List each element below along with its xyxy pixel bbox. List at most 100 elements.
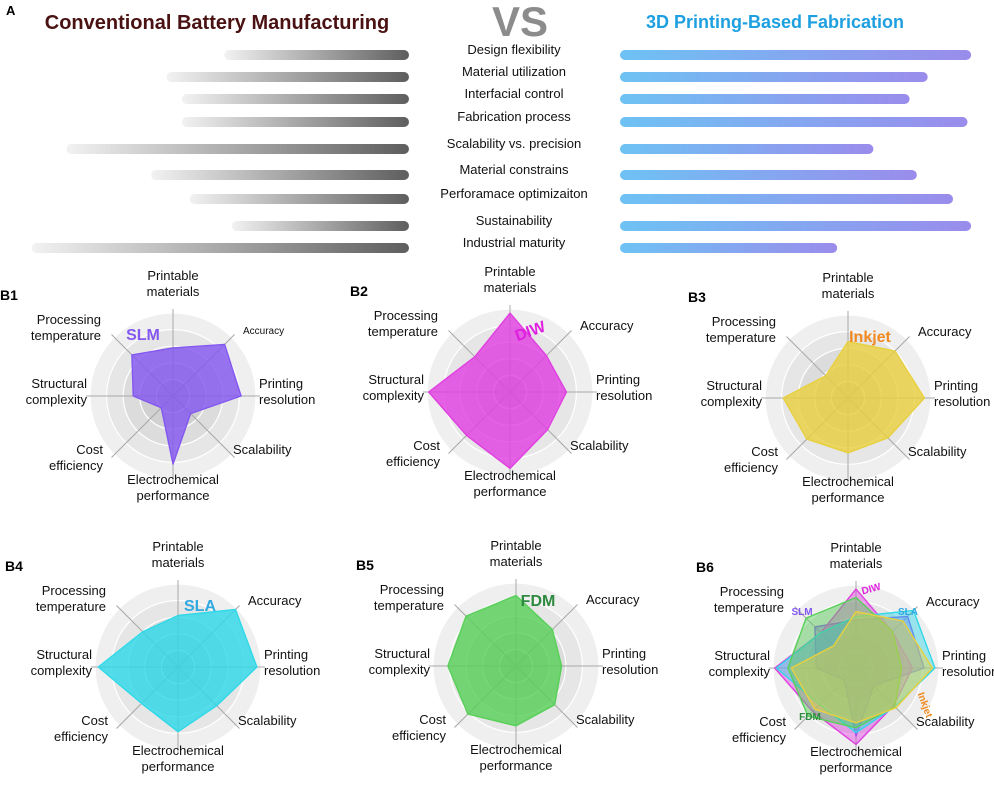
- radar-spoke: [794, 667, 857, 730]
- radar-series-sla: [97, 608, 258, 733]
- bar-conventional-material-utilization: [166, 72, 409, 82]
- bar-category-label: Sustainability: [476, 213, 553, 228]
- bar-category-label: Material constrains: [459, 162, 569, 177]
- bar-3d-printing-fabrication-process: [620, 117, 968, 127]
- axis-label-cost-efficiency: Cost efficiency: [386, 438, 440, 469]
- radar-b2: Printable materials Accuracy Printing resolu…: [350, 264, 652, 499]
- radar-series-inkjet: [790, 610, 934, 724]
- bar-3d-printing-scalability-vs-precision: [620, 144, 874, 154]
- radar-series-fdm: [447, 594, 563, 727]
- panel-label-b5: B5: [356, 557, 374, 573]
- radar-b1: Printable materials Accuracy Printing resolu…: [0, 268, 315, 503]
- axis-label-electrochemical-performance: Electrochemical performance: [132, 743, 224, 774]
- bar-category-label: Design flexibility: [467, 42, 561, 57]
- axis-label-scalability: Scalability: [570, 438, 629, 453]
- comparison-bar-chart: Design flexibility Material utilization In…: [31, 42, 972, 253]
- vs-label: VS: [492, 0, 548, 45]
- axis-label-printing-resolution: Printing resolution: [596, 372, 652, 403]
- axis-label-structural-complexity: Structural complexity: [31, 647, 93, 678]
- bar-3d-printing-material-utilization: [620, 72, 928, 82]
- panel-label-b2: B2: [350, 283, 368, 299]
- bar-3d-printing-sustainability: [620, 221, 972, 231]
- series-label-sla: SLA: [898, 607, 918, 618]
- panel-label-b4: B4: [5, 558, 23, 574]
- bar-category-label: Fabrication process: [457, 109, 571, 124]
- bar-conventional-industrial-maturity: [31, 243, 409, 253]
- series-label-inkjet: Inkjet: [849, 329, 891, 346]
- bar-conventional-perforamace-optimizaiton: [189, 194, 409, 204]
- left-title: Conventional Battery Manufacturing: [45, 12, 389, 34]
- axis-label-processing-temperature: Processing temperature: [706, 314, 776, 345]
- axis-label-accuracy: Accuracy: [248, 593, 302, 608]
- bar-3d-printing-design-flexibility: [620, 50, 972, 60]
- axis-label-accuracy: Accuracy: [586, 592, 640, 607]
- axis-label-printable-materials: Printable materials: [484, 264, 537, 295]
- axis-label-accuracy: Accuracy: [243, 326, 284, 337]
- axis-label-scalability: Scalability: [576, 712, 635, 727]
- axis-label-processing-temperature: Processing temperature: [31, 312, 101, 343]
- axis-label-printable-materials: Printable materials: [147, 268, 200, 299]
- radar-b3: Printable materials Accuracy Printing resolu…: [688, 270, 990, 505]
- axis-label-electrochemical-performance: Electrochemical performance: [464, 468, 556, 499]
- axis-label-cost-efficiency: Cost efficiency: [732, 714, 786, 745]
- bar-conventional-design-flexibility: [224, 50, 409, 60]
- axis-label-electrochemical-performance: Electrochemical performance: [470, 742, 562, 773]
- bar-category-label: Interfacial control: [465, 86, 564, 101]
- axis-label-cost-efficiency: Cost efficiency: [724, 444, 778, 475]
- axis-label-processing-temperature: Processing temperature: [714, 584, 784, 615]
- axis-label-electrochemical-performance: Electrochemical performance: [802, 474, 894, 505]
- axis-label-printing-resolution: Printing resolution: [264, 647, 320, 678]
- radar-spoke: [794, 606, 857, 669]
- bar-category-label: Industrial maturity: [463, 235, 566, 250]
- series-label-slm: SLM: [791, 607, 812, 618]
- series-label-fdm: FDM: [521, 593, 556, 610]
- radar-b4: Printable materials Accuracy Printing resolu…: [5, 539, 320, 774]
- axis-label-processing-temperature: Processing temperature: [374, 582, 444, 613]
- bar-conventional-scalability-vs-precision: [66, 144, 409, 154]
- axis-label-printable-materials: Printable materials: [490, 538, 543, 569]
- axis-label-cost-efficiency: Cost efficiency: [49, 442, 103, 473]
- axis-label-scalability: Scalability: [908, 444, 967, 459]
- panel-label-b1: B1: [0, 287, 18, 303]
- axis-label-structural-complexity: Structural complexity: [363, 372, 425, 403]
- axis-label-accuracy: Accuracy: [926, 594, 980, 609]
- axis-label-cost-efficiency: Cost efficiency: [54, 713, 108, 744]
- axis-label-printable-materials: Printable materials: [152, 539, 205, 570]
- axis-label-processing-temperature: Processing temperature: [368, 308, 438, 339]
- series-label-fdm: FDM: [799, 712, 821, 723]
- bar-category-label: Perforamace optimizaiton: [440, 186, 587, 201]
- bar-category-label: Scalability vs. precision: [447, 136, 581, 151]
- axis-label-cost-efficiency: Cost efficiency: [392, 712, 446, 743]
- axis-label-accuracy: Accuracy: [918, 324, 972, 339]
- axis-label-electrochemical-performance: Electrochemical performance: [810, 744, 902, 775]
- radar-series-diw: [428, 312, 568, 470]
- radar-series-slm: [131, 343, 242, 465]
- bar-category-label: Material utilization: [462, 64, 566, 79]
- panel-label-a: A: [6, 3, 16, 18]
- axis-label-electrochemical-performance: Electrochemical performance: [127, 472, 219, 503]
- bar-3d-printing-perforamace-optimizaiton: [620, 194, 954, 204]
- axis-label-printable-materials: Printable materials: [830, 540, 883, 571]
- bar-3d-printing-interfacial-control: [620, 94, 910, 104]
- axis-label-structural-complexity: Structural complexity: [701, 378, 763, 409]
- radar-series-inkjet: [782, 340, 926, 454]
- axis-label-scalability: Scalability: [916, 714, 975, 729]
- radar-b5: Printable materials Accuracy Printing resolu…: [356, 538, 658, 773]
- bar-conventional-fabrication-process: [181, 117, 409, 127]
- axis-label-printing-resolution: Printing resolution: [934, 378, 990, 409]
- radar-spoke: [855, 667, 918, 730]
- axis-label-processing-temperature: Processing temperature: [36, 583, 106, 614]
- panel-label-b3: B3: [688, 289, 706, 305]
- axis-label-printable-materials: Printable materials: [822, 270, 875, 301]
- axis-label-printing-resolution: Printing resolution: [602, 646, 658, 677]
- right-title: 3D Printing-Based Fabrication: [646, 12, 904, 32]
- axis-label-structural-complexity: Structural complexity: [369, 646, 431, 677]
- bar-conventional-sustainability: [231, 221, 409, 231]
- series-label-slm: SLM: [126, 327, 160, 344]
- axis-label-scalability: Scalability: [238, 713, 297, 728]
- axis-label-printing-resolution: Printing resolution: [942, 648, 994, 679]
- bar-conventional-material-constrains: [151, 170, 410, 180]
- bar-3d-printing-industrial-maturity: [620, 243, 838, 253]
- radar-series-fdm: [787, 596, 903, 729]
